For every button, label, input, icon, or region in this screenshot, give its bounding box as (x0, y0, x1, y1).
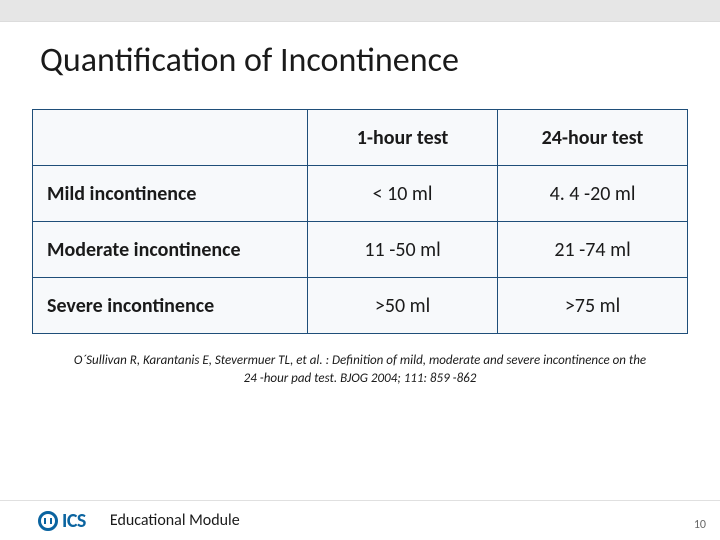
row-label: Mild incontinence (33, 166, 308, 222)
table-row: Severe incontinence >50 ml >75 ml (33, 278, 688, 334)
cell-value: >75 ml (498, 278, 688, 334)
cell-value: 4. 4 -20 ml (498, 166, 688, 222)
footer: ICS Educational Module 10 (0, 500, 720, 540)
page-title: Quantification of Incontinence (0, 22, 720, 81)
table-row: Moderate incontinence 11 -50 ml 21 -74 m… (33, 222, 688, 278)
logo-text: ICS (62, 509, 86, 533)
row-label: Severe incontinence (33, 278, 308, 334)
cell-value: 11 -50 ml (308, 222, 498, 278)
quantification-table: 1-hour test 24-hour test Mild incontinen… (32, 109, 688, 334)
cell-value: >50 ml (308, 278, 498, 334)
cell-value: < 10 ml (308, 166, 498, 222)
cell-value: 21 -74 ml (498, 222, 688, 278)
ics-logo: ICS (38, 509, 86, 533)
topbar (0, 0, 720, 22)
header-1hour: 1-hour test (308, 110, 498, 166)
table-row: Mild incontinence < 10 ml 4. 4 -20 ml (33, 166, 688, 222)
header-24hour: 24-hour test (498, 110, 688, 166)
logo-icon (38, 511, 58, 531)
page-number: 10 (694, 518, 706, 532)
module-label: Educational Module (110, 511, 240, 530)
citation-text: O´Sullivan R, Karantanis E, Stevermuer T… (70, 352, 650, 387)
row-label: Moderate incontinence (33, 222, 308, 278)
table-header-row: 1-hour test 24-hour test (33, 110, 688, 166)
header-blank (33, 110, 308, 166)
